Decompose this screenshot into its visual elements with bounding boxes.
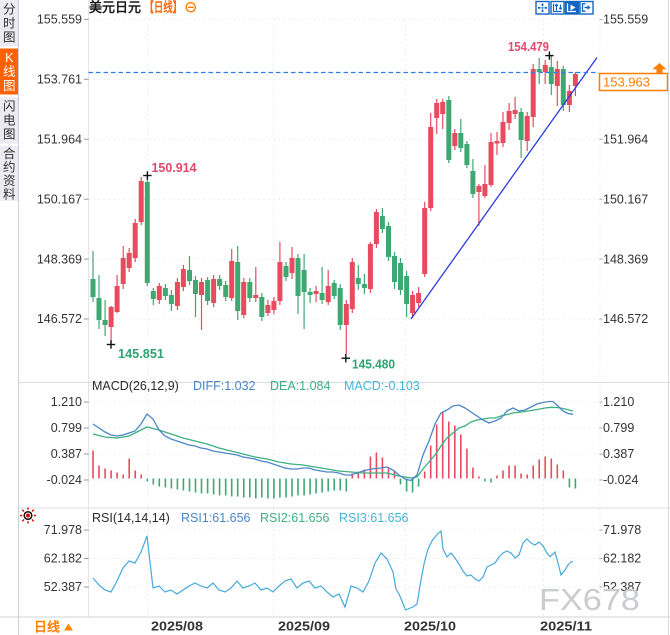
svg-text:148.369: 148.369 (603, 252, 648, 266)
svg-text:闪: 闪 (3, 100, 16, 114)
svg-text:分: 分 (3, 3, 16, 17)
svg-text:62.182: 62.182 (603, 552, 641, 566)
svg-text:约: 约 (3, 160, 16, 175)
svg-text:RSI3:61.656: RSI3:61.656 (339, 511, 409, 525)
svg-text:资: 资 (3, 174, 16, 188)
svg-text:2025/09: 2025/09 (278, 619, 330, 634)
svg-text:DEA:1.084: DEA:1.084 (270, 379, 331, 393)
svg-text:150.914: 150.914 (152, 160, 198, 175)
svg-text:线: 线 (3, 65, 16, 79)
svg-text:0.387: 0.387 (51, 447, 82, 461)
svg-text:52.387: 52.387 (603, 580, 641, 594)
svg-text:155.559: 155.559 (603, 13, 648, 27)
svg-text:150.167: 150.167 (37, 192, 82, 206)
svg-text:155.559: 155.559 (37, 13, 82, 27)
svg-text:【日线】: 【日线】 (145, 0, 183, 15)
svg-text:-0.024: -0.024 (603, 473, 638, 487)
svg-text:料: 料 (3, 188, 16, 202)
svg-text:1.210: 1.210 (51, 395, 82, 409)
svg-text:日线: 日线 (34, 620, 60, 635)
svg-text:MACD(26,12,9): MACD(26,12,9) (92, 379, 179, 393)
svg-text:图: 图 (3, 128, 16, 142)
svg-text:RSI2:61.656: RSI2:61.656 (260, 511, 330, 525)
svg-text:145.480: 145.480 (352, 357, 395, 372)
svg-text:美元日元: 美元日元 (89, 0, 141, 15)
svg-text:0.799: 0.799 (51, 421, 82, 435)
svg-text:电: 电 (3, 114, 16, 128)
svg-text:145.851: 145.851 (118, 346, 164, 361)
svg-text:-0.024: -0.024 (47, 473, 82, 487)
svg-text:71.978: 71.978 (44, 523, 82, 537)
svg-text:154.479: 154.479 (508, 39, 549, 54)
svg-text:52.387: 52.387 (44, 580, 82, 594)
svg-text:图: 图 (3, 31, 16, 45)
svg-text:71.978: 71.978 (603, 523, 641, 537)
svg-text:153.963: 153.963 (603, 75, 650, 90)
svg-text:2025/10: 2025/10 (404, 619, 456, 634)
svg-text:FX678: FX678 (539, 582, 640, 617)
svg-text:151.964: 151.964 (603, 132, 648, 146)
svg-text:151.964: 151.964 (37, 132, 82, 146)
svg-text:MACD:-0.103: MACD:-0.103 (344, 379, 420, 393)
svg-text:62.182: 62.182 (44, 552, 82, 566)
svg-text:2025/08: 2025/08 (151, 619, 203, 634)
svg-text:0.799: 0.799 (603, 421, 634, 435)
svg-text:时: 时 (3, 17, 16, 31)
svg-text:RSI(14,14,14): RSI(14,14,14) (92, 511, 170, 525)
svg-text:合: 合 (3, 146, 16, 161)
svg-text:DIFF:1.032: DIFF:1.032 (193, 379, 256, 393)
svg-text:150.167: 150.167 (603, 192, 648, 206)
svg-text:146.572: 146.572 (37, 312, 82, 326)
svg-text:153.761: 153.761 (37, 73, 82, 87)
svg-text:K: K (5, 51, 14, 65)
svg-text:146.572: 146.572 (603, 312, 648, 326)
svg-text:图: 图 (3, 79, 16, 93)
svg-text:1.210: 1.210 (603, 395, 634, 409)
svg-text:0.387: 0.387 (603, 447, 634, 461)
svg-text:RSI1:61.656: RSI1:61.656 (181, 511, 251, 525)
svg-text:148.369: 148.369 (37, 252, 82, 266)
svg-text:2025/11: 2025/11 (540, 619, 592, 634)
